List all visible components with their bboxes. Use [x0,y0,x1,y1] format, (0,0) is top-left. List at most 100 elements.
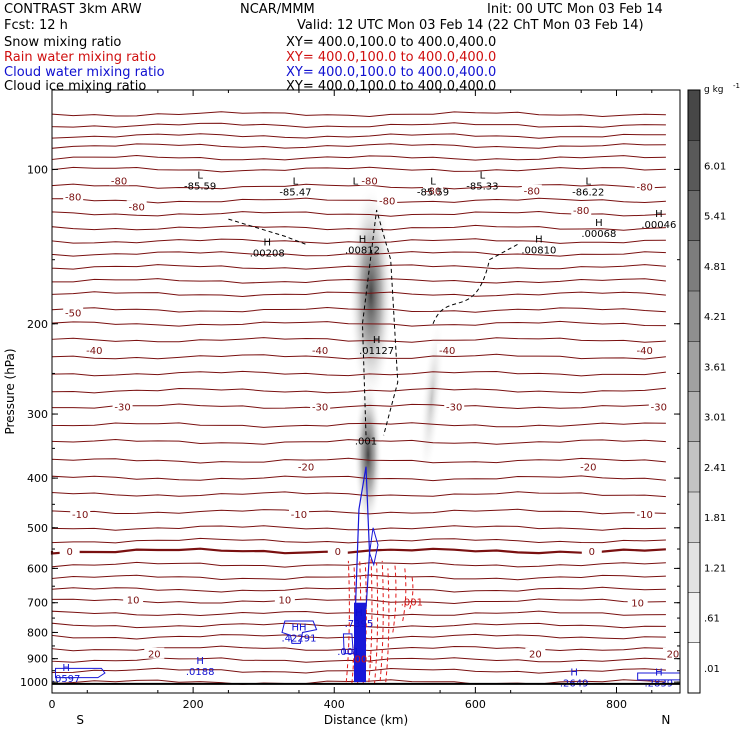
temperature-label: -10 [637,510,653,521]
field-xy-snow: XY= 400.0,100.0 to 400.0,400.0 [286,35,497,50]
valid-time: Valid: 12 UTC Mon 03 Feb 14 (22 ChT Mon … [297,18,644,33]
temperature-label-bg [662,647,683,659]
temperature-label: -40 [637,346,653,357]
y-tick-label: 600 [27,562,48,575]
temperature-contour [51,622,666,629]
field-label-rain: Rain water mixing ratio [4,50,157,65]
extremum-value: .001 [401,597,423,608]
temperature-contour [51,320,666,327]
temperature-label-bg [109,174,130,186]
temperature-label: 10 [631,599,644,610]
forecast-hour: Fcst: 12 h [4,18,68,33]
temperature-contour [51,154,666,161]
extremum-value: -85.59 [184,181,216,192]
temperature-label: 0 [589,547,595,558]
cloud-ice-contour [361,209,399,436]
temperature-contour [51,291,666,298]
temperature-contour [51,238,666,244]
colorbar-label: 1.81 [704,513,726,524]
extremum-value: .00208 [250,249,285,260]
extremum-value: -85.59 [417,188,449,199]
extremum-value: .00046 [641,220,676,231]
temperature-label-bg [525,647,546,659]
temperature-label: -30 [446,402,462,413]
cloud-water-contour [354,466,371,610]
rain-contour [368,556,373,683]
extremum-mark: L [585,177,591,188]
rain-contour [392,564,397,633]
colorbar-label: 2.41 [704,463,726,474]
extremum-value: .01127 [359,346,394,357]
snow-plume-lower [354,379,383,530]
x-tick-label: 400 [324,698,345,711]
colorbar-segment [688,140,700,191]
extremum-mark: H [595,218,603,229]
extremum-value: .0597 [52,674,81,685]
temperature-label-bg [437,343,458,355]
field-label-cloud-water: Cloud water mixing ratio [4,65,165,80]
temperature-contour [51,370,666,377]
temperature-contour [51,561,666,568]
x-end-right: N [661,713,670,727]
temperature-label: -20 [580,463,596,474]
temperature-contour [51,143,666,149]
temperature-label: -30 [312,402,328,413]
temperature-label-bg [59,545,80,557]
temperature-contour [51,586,666,593]
extremum-mark: HH [291,622,306,633]
temperature-label: 20 [529,650,542,661]
field-xy-cloud-water: XY= 400.0,100.0 to 400.0,400.0 [286,65,497,80]
x-tick-label: 200 [183,698,204,711]
temperature-label: -80 [524,187,540,198]
temperature-contour [51,633,666,640]
temperature-contour [51,679,666,685]
temperature-label: -30 [114,402,130,413]
extremum-value: .00812 [345,245,380,256]
cloud-water-contour [342,633,354,655]
temperature-contour [51,306,666,313]
colorbar-label: .01 [704,664,720,675]
extremum-mark: H [570,668,578,679]
temperature-label: 0 [66,547,72,558]
temperature-contour [51,224,666,231]
temperature-label-bg [296,460,317,472]
colorbar-label: 3.61 [704,362,726,373]
temperature-label-bg [63,190,84,202]
extremum-value: -85.33 [466,181,498,192]
temperature-label: -80 [379,197,395,208]
snow-plume [348,184,393,405]
org-label: NCAR/MMM [240,2,315,17]
y-tick-label: 200 [27,318,48,331]
colorbar-label: 3.01 [704,413,726,424]
temperature-contour [51,491,666,498]
colorbar-label: 1.21 [704,563,726,574]
temperature-label-bg [112,400,133,412]
temperature-label: -30 [651,402,667,413]
colorbar-unit: g kg [704,85,724,95]
temperature-label-bg [581,545,602,557]
temperature-label-bg [288,508,309,520]
temperature-contour [51,645,666,652]
colorbar-segment [688,542,700,593]
temperature-label: 20 [148,650,161,661]
colorbar-unit-exponent: -1 [733,82,740,90]
cloud-ice-contour [228,218,307,245]
rain-contour [362,562,367,684]
temperature-contour [51,111,666,118]
x-end-left: S [76,713,84,727]
temperature-label-bg [377,194,398,206]
temperature-label: -80 [361,176,377,187]
colorbar-segment [688,190,700,241]
temperature-label: -80 [573,206,589,217]
y-axis-title: Pressure (hPa) [3,348,17,434]
temperature-contour [50,547,666,555]
temperature-contour [51,183,666,190]
temperature-label-bg [274,593,295,605]
extremum-mark: H [62,663,70,674]
colorbar-segment [688,642,700,693]
y-tick-label: 700 [27,597,48,610]
temperature-contour [51,166,666,173]
temperature-label: -40 [439,346,455,357]
